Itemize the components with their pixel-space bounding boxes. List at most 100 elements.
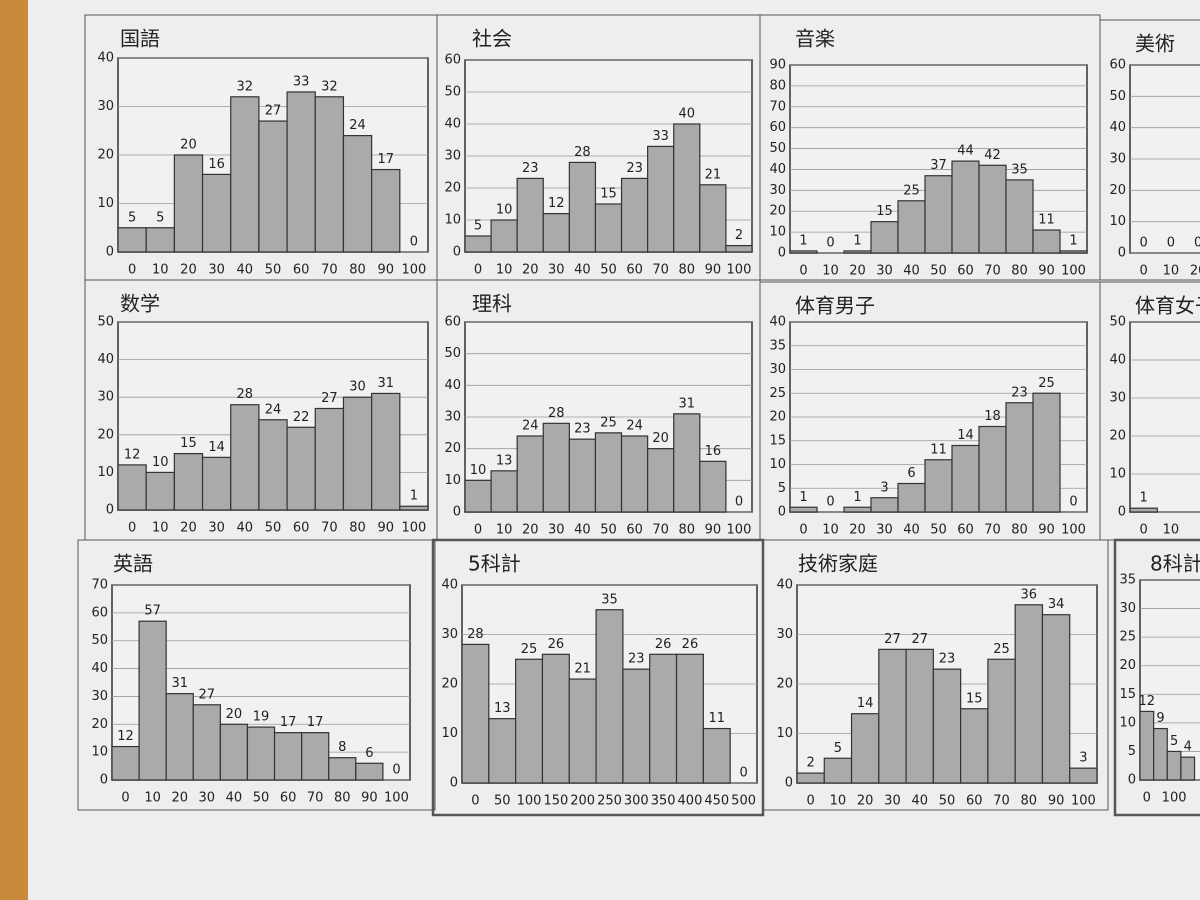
y-tick-label: 20	[769, 410, 786, 425]
x-tick-label: 90	[1038, 264, 1055, 279]
bar	[201, 173, 232, 253]
x-tick-label: 50	[494, 794, 511, 809]
y-tick-label: 10	[441, 726, 458, 741]
x-tick-label: 90	[1048, 794, 1065, 809]
bar	[905, 648, 934, 784]
bar	[622, 668, 651, 784]
y-tick-label: 20	[1109, 183, 1126, 198]
y-tick-label: 10	[444, 213, 461, 228]
x-tick-label: 50	[600, 263, 617, 278]
bar	[789, 506, 818, 513]
y-tick-label: 10	[1109, 214, 1126, 229]
x-tick-label: 0	[806, 794, 814, 809]
x-tick-label: 60	[626, 263, 643, 278]
x-tick-label: 70	[307, 791, 324, 806]
y-tick-label: 60	[1109, 58, 1126, 73]
value-label: 25	[1038, 376, 1055, 391]
bar	[850, 713, 880, 784]
chart-cell	[1099, 19, 1200, 281]
bar	[314, 96, 345, 253]
chart-cell	[1113, 538, 1200, 817]
y-tick-label: 20	[769, 204, 786, 219]
x-tick-label: 0	[121, 791, 129, 806]
x-tick-label: 200	[570, 794, 595, 809]
y-tick-label: 50	[769, 141, 786, 156]
x-tick-label: 30	[208, 521, 225, 536]
x-tick-label: 10	[496, 263, 513, 278]
bar	[342, 396, 373, 511]
value-label: 44	[957, 144, 974, 159]
value-label: 12	[548, 196, 565, 211]
value-label: 3	[880, 480, 888, 495]
bar	[675, 653, 704, 784]
x-tick-label: 70	[321, 263, 338, 278]
value-label: 23	[939, 652, 956, 667]
value-label: 9	[1156, 711, 1164, 726]
bar	[878, 648, 907, 784]
x-tick-label: 70	[321, 521, 338, 536]
value-label: 11	[930, 442, 947, 457]
value-label: 32	[321, 79, 338, 94]
value-label: 28	[548, 406, 565, 421]
value-label: 5	[128, 210, 136, 225]
x-tick-label: 10	[822, 523, 839, 538]
value-label: 31	[678, 396, 695, 411]
value-label: 22	[293, 410, 310, 425]
bar	[516, 177, 544, 253]
bar	[490, 219, 518, 253]
y-tick-label: 0	[1128, 773, 1136, 788]
y-tick-label: 30	[776, 627, 793, 642]
y-tick-label: 20	[1109, 429, 1126, 444]
bar	[230, 96, 260, 253]
x-tick-label: 10	[496, 523, 513, 538]
value-label: 13	[496, 453, 513, 468]
y-tick-label: 0	[778, 246, 786, 261]
x-tick-label: 40	[574, 263, 591, 278]
x-tick-label: 20	[857, 794, 874, 809]
bar	[932, 668, 962, 784]
chart-title: 理科	[472, 292, 512, 316]
x-tick-label: 50	[939, 794, 956, 809]
value-label: 19	[253, 710, 270, 725]
x-tick-label: 40	[574, 523, 591, 538]
x-tick-label: 250	[597, 794, 622, 809]
bar	[843, 250, 872, 254]
bar	[117, 464, 147, 511]
value-label: 21	[705, 167, 722, 182]
value-label: 5	[1170, 734, 1178, 749]
bar	[399, 505, 429, 511]
value-label: 6	[365, 746, 373, 761]
value-label: 2	[806, 756, 814, 771]
value-label: 23	[574, 422, 591, 437]
value-label: 10	[470, 463, 487, 478]
bar	[924, 175, 953, 254]
y-tick-label: 0	[778, 505, 786, 520]
x-tick-label: 0	[799, 523, 807, 538]
y-tick-label: 30	[1109, 391, 1126, 406]
value-label: 21	[574, 662, 591, 677]
bar	[201, 456, 232, 511]
x-tick-label: 20	[522, 263, 539, 278]
x-tick-label: 60	[957, 264, 974, 279]
y-tick-label: 30	[1119, 601, 1136, 616]
value-label: 25	[521, 642, 538, 657]
value-label: 20	[652, 431, 669, 446]
bar	[165, 693, 194, 781]
value-label: 25	[993, 642, 1010, 657]
y-tick-label: 40	[91, 661, 108, 676]
x-tick-label: 20	[849, 523, 866, 538]
y-tick-label: 40	[776, 578, 793, 593]
chart-title: 社会	[472, 27, 512, 51]
value-label: 1	[410, 489, 418, 504]
x-tick-label: 20	[180, 521, 197, 536]
bar	[595, 609, 624, 784]
bar	[699, 460, 727, 513]
x-tick-label: 100	[517, 794, 542, 809]
y-tick-label: 50	[91, 633, 108, 648]
value-label: 1	[853, 233, 861, 248]
bar	[843, 506, 872, 513]
x-tick-label: 0	[474, 263, 482, 278]
bar	[1014, 604, 1044, 784]
y-tick-label: 5	[1128, 744, 1136, 759]
y-tick-label: 10	[769, 225, 786, 240]
